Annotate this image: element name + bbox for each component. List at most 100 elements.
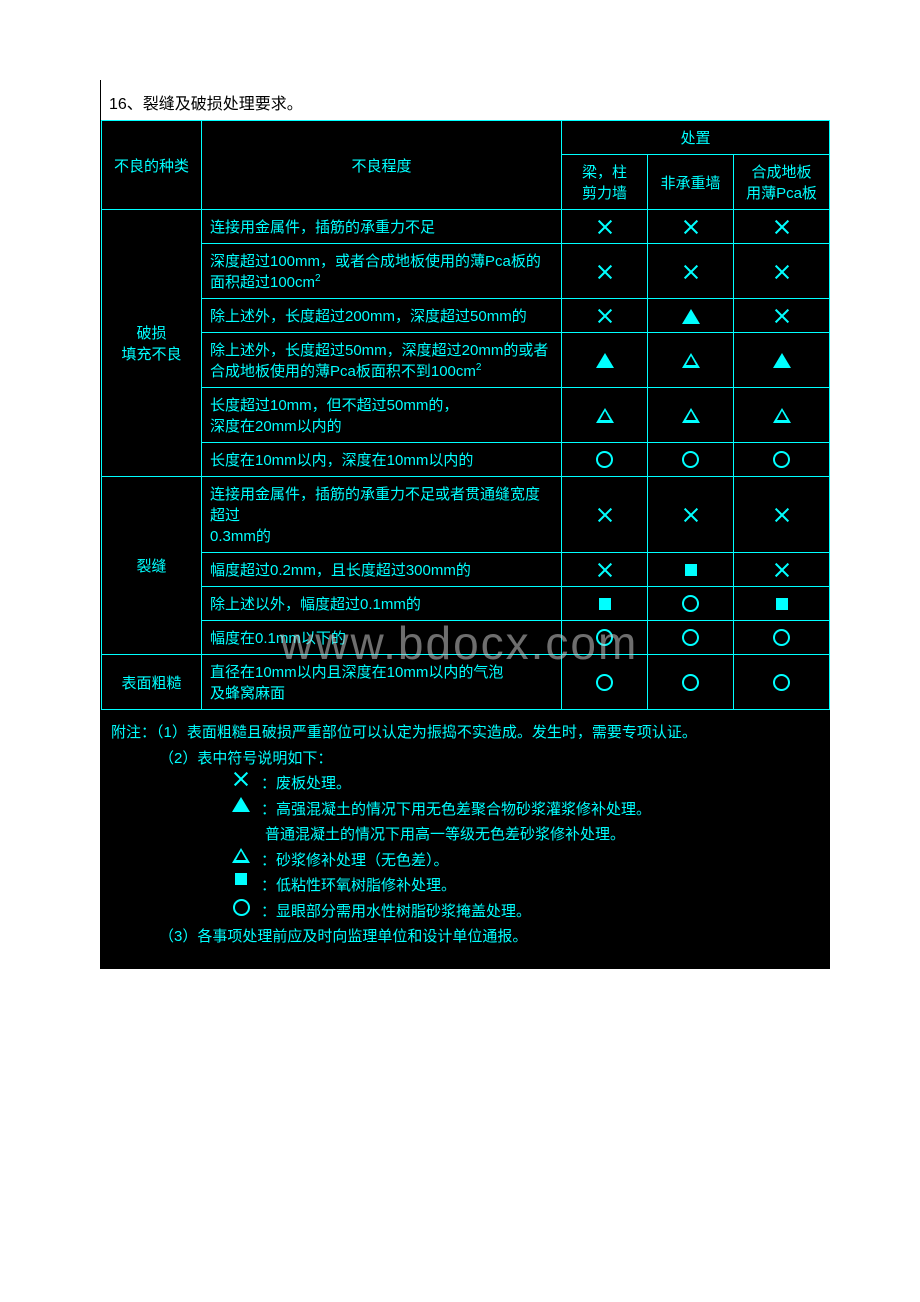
symbol-cell <box>648 388 734 443</box>
symbol-cell <box>562 333 648 388</box>
legend-text: ：砂浆修补处理（无色差）。 <box>261 848 449 874</box>
symbol-cell <box>648 210 734 244</box>
symbol-cell <box>734 553 830 587</box>
symbol-cell <box>734 443 830 477</box>
header-col1: 梁，柱 剪力墙 <box>562 155 648 210</box>
notes-block: 附注：（1）表面粗糙且破损严重部位可以认定为振捣不实造成。发生时，需要专项认证。… <box>101 710 830 968</box>
symbol-cell <box>648 443 734 477</box>
group-label: 表面粗糙 <box>102 655 202 710</box>
legend-row: ：显眼部分需用水性树脂砂浆掩盖处理。 <box>111 899 820 925</box>
note-line-1: 附注：（1）表面粗糙且破损严重部位可以认定为振捣不实造成。发生时，需要专项认证。 <box>111 720 820 746</box>
symbol-cell <box>562 210 648 244</box>
legend-symbol-cell <box>221 771 261 787</box>
symbol-x-icon <box>597 264 613 280</box>
group-label: 破损填充不良 <box>102 210 202 477</box>
symbol-tri-o-icon <box>682 353 700 368</box>
legend-symbol-cell <box>221 848 261 863</box>
symbol-x-icon <box>683 264 699 280</box>
header-type: 不良的种类 <box>102 121 202 210</box>
symbol-x-icon <box>774 219 790 235</box>
symbol-sq-icon <box>599 598 611 610</box>
symbol-x-icon <box>774 562 790 578</box>
symbol-cell <box>562 477 648 553</box>
symbol-cell <box>648 477 734 553</box>
symbol-cell <box>648 299 734 333</box>
symbol-circ-icon <box>682 451 699 468</box>
symbol-circ-icon <box>682 595 699 612</box>
symbol-cell <box>734 388 830 443</box>
symbol-x-icon <box>597 308 613 324</box>
table-row: 幅度在0.1mm以下的 <box>102 621 830 655</box>
legend-text: ：高强混凝土的情况下用无色差聚合物砂浆灌浆修补处理。 <box>261 797 651 823</box>
symbol-cell <box>648 655 734 710</box>
symbol-cell <box>734 244 830 299</box>
symbol-x-icon <box>683 219 699 235</box>
table-row: 长度超过10mm，但不超过50mm的，深度在20mm以内的 <box>102 388 830 443</box>
symbol-cell <box>648 333 734 388</box>
symbol-tri-f-icon <box>232 797 250 812</box>
symbol-cell <box>562 299 648 333</box>
symbol-cell <box>562 553 648 587</box>
symbol-sq-icon <box>685 564 697 576</box>
defect-description: 幅度在0.1mm以下的 <box>202 621 562 655</box>
defect-description: 长度超过10mm，但不超过50mm的，深度在20mm以内的 <box>202 388 562 443</box>
table-row: 表面粗糙直径在10mm以内且深度在10mm以内的气泡及蜂窝麻面 <box>102 655 830 710</box>
defect-description: 连接用金属件，插筋的承重力不足 <box>202 210 562 244</box>
table-row: 幅度超过0.2mm，且长度超过300mm的 <box>102 553 830 587</box>
symbol-tri-o-icon <box>773 408 791 423</box>
symbol-circ-icon <box>773 629 790 646</box>
symbol-x-icon <box>597 562 613 578</box>
symbol-x-icon <box>774 507 790 523</box>
header-col1-line2: 剪力墙 <box>582 185 627 202</box>
symbol-cell <box>734 621 830 655</box>
note-line-2: （2）表中符号说明如下： <box>111 746 820 772</box>
defect-description: 长度在10mm以内，深度在10mm以内的 <box>202 443 562 477</box>
table-row: 除上述外，长度超过200mm，深度超过50mm的 <box>102 299 830 333</box>
table-row: 深度超过100mm，或者合成地板使用的薄Pca板的面积超过100cm2 <box>102 244 830 299</box>
symbol-x-icon <box>774 264 790 280</box>
defect-description: 深度超过100mm，或者合成地板使用的薄Pca板的面积超过100cm2 <box>202 244 562 299</box>
defect-description: 除上述外，长度超过200mm，深度超过50mm的 <box>202 299 562 333</box>
defect-description: 直径在10mm以内且深度在10mm以内的气泡及蜂窝麻面 <box>202 655 562 710</box>
legend-row: ：废板处理。 <box>111 771 820 797</box>
symbol-circ-icon <box>773 451 790 468</box>
symbol-cell <box>734 655 830 710</box>
symbol-cell <box>562 244 648 299</box>
symbol-circ-icon <box>596 451 613 468</box>
symbol-cell <box>562 443 648 477</box>
table-row: 长度在10mm以内，深度在10mm以内的 <box>102 443 830 477</box>
defect-description: 除上述外，长度超过50mm，深度超过20mm的或者合成地板使用的薄Pca板面积不… <box>202 333 562 388</box>
symbol-cell <box>648 553 734 587</box>
legend-text: ：显眼部分需用水性树脂砂浆掩盖处理。 <box>261 899 531 925</box>
header-col1-line1: 梁，柱 <box>582 164 627 181</box>
legend-text: ：低粘性环氧树脂修补处理。 <box>261 873 456 899</box>
symbol-circ-icon <box>233 899 250 916</box>
defect-description: 连接用金属件，插筋的承重力不足或者贯通缝宽度超过0.3mm的 <box>202 477 562 553</box>
symbol-tri-f-icon <box>596 353 614 368</box>
header-col3-line1: 合成地板 <box>751 164 811 181</box>
symbol-cell <box>734 477 830 553</box>
table-row: 除上述外，长度超过50mm，深度超过20mm的或者合成地板使用的薄Pca板面积不… <box>102 333 830 388</box>
defect-description: 除上述以外，幅度超过0.1mm的 <box>202 587 562 621</box>
symbol-cell <box>734 587 830 621</box>
outer-frame: 16、裂缝及破损处理要求。 不良的种类 不良程度 处置 梁，柱 <box>100 80 830 969</box>
symbol-cell <box>734 299 830 333</box>
header-col3-line2: 用薄Pca板 <box>746 185 817 202</box>
legend-row: ：低粘性环氧树脂修补处理。 <box>111 873 820 899</box>
symbol-cell <box>562 388 648 443</box>
symbol-tri-o-icon <box>682 408 700 423</box>
group-label: 裂缝 <box>102 477 202 655</box>
table-row: 破损填充不良连接用金属件，插筋的承重力不足 <box>102 210 830 244</box>
legend-symbol-cell <box>221 797 261 812</box>
header-col2: 非承重墙 <box>648 155 734 210</box>
symbol-circ-icon <box>773 674 790 691</box>
symbol-cell <box>648 621 734 655</box>
symbol-x-icon <box>233 771 249 787</box>
symbol-tri-f-icon <box>773 353 791 368</box>
legend-symbol-cell <box>221 873 261 885</box>
symbol-x-icon <box>597 507 613 523</box>
symbol-sq-icon <box>776 598 788 610</box>
legend-text: ：废板处理。 <box>261 771 351 797</box>
symbol-cell <box>734 210 830 244</box>
defect-table: 不良的种类 不良程度 处置 梁，柱 剪力墙 非承重墙 合成地板 用薄Pca板 破… <box>101 120 830 710</box>
